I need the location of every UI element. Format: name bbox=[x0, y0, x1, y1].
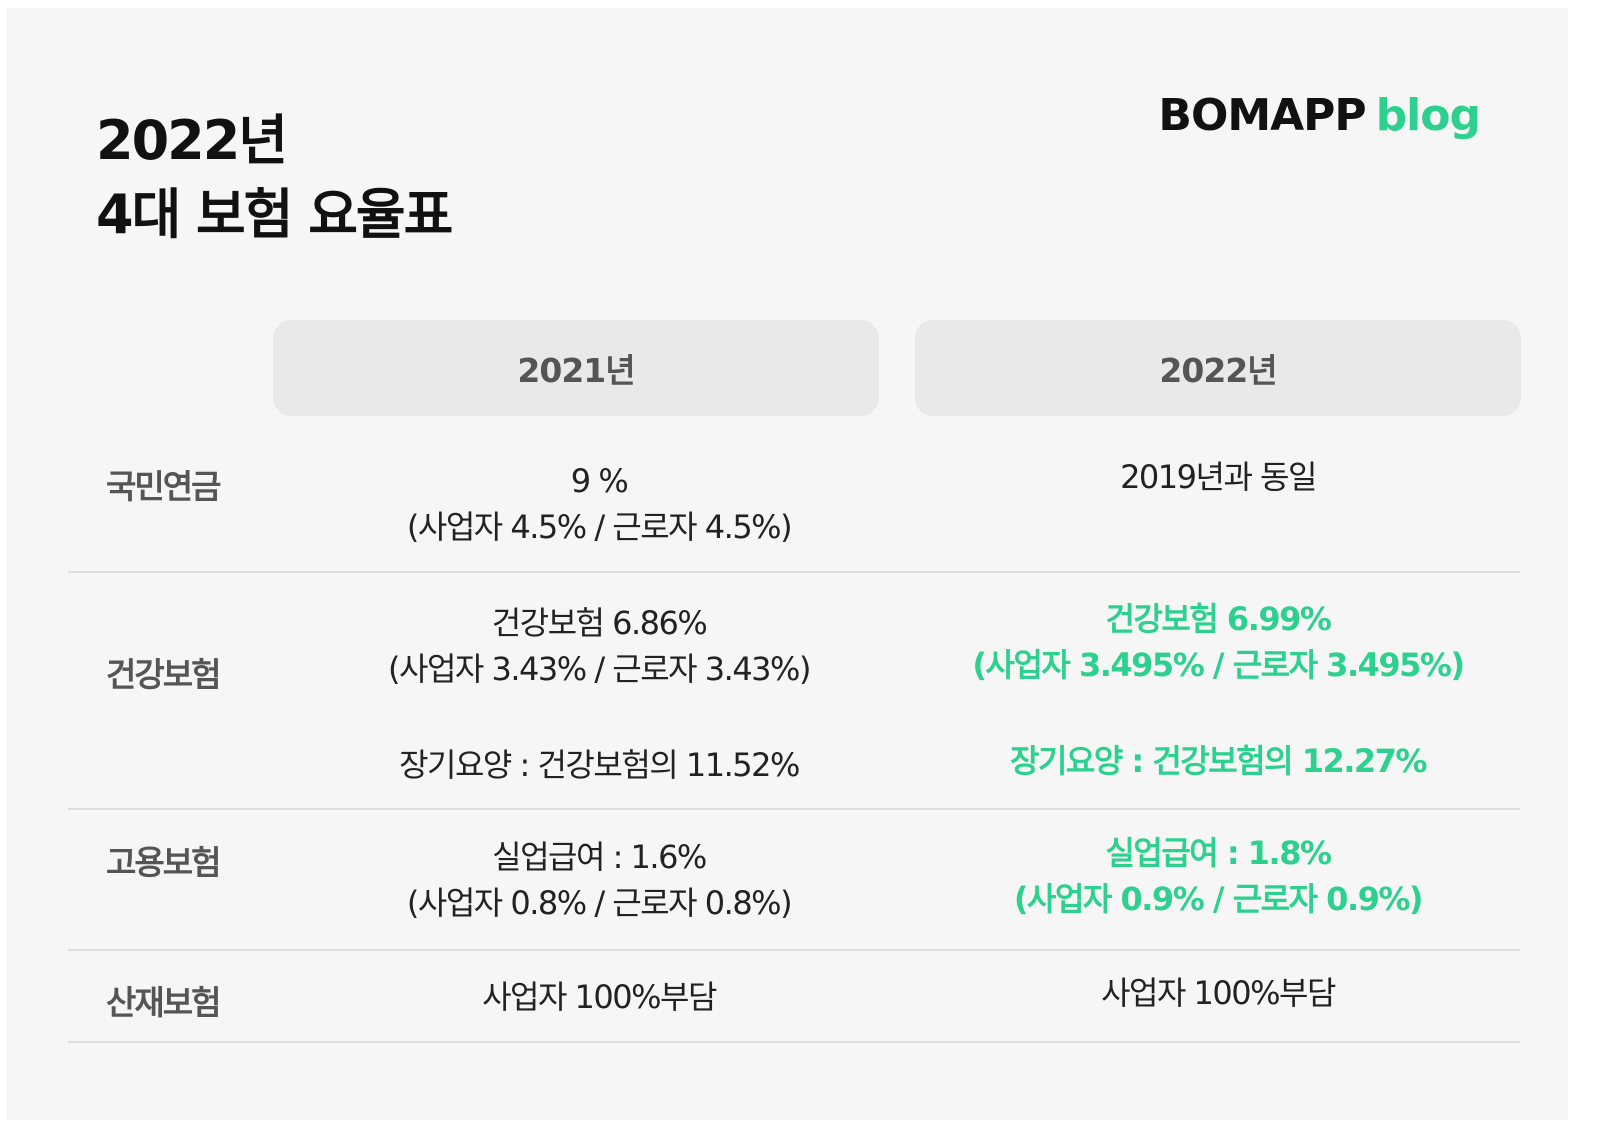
health-2022: 건강보험 6.99% (사업자 3.495% / 근로자 3.495%) bbox=[915, 596, 1521, 688]
pension-2021-rate: 9 % bbox=[570, 462, 629, 500]
pension-2021: 9 % (사업자 4.5% / 근로자 4.5%) bbox=[296, 458, 902, 550]
row-label-national-pension: 국민연금 bbox=[106, 467, 221, 506]
employment-2021-split: (사업자 0.8% / 근로자 0.8%) bbox=[406, 884, 793, 922]
rate-table-card: 2022년 4대 보험 요율표 BOMAPP blog 2021년 2022년 국… bbox=[6, 8, 1568, 1120]
health-2021: 건강보험 6.86% (사업자 3.43% / 근로자 3.43%) bbox=[296, 600, 902, 692]
employment-2022: 실업급여 : 1.8% (사업자 0.9% / 근로자 0.9%) bbox=[915, 830, 1521, 922]
pension-2022: 2019년과 동일 bbox=[915, 454, 1521, 500]
row-label-employment-insurance: 고용보험 bbox=[106, 843, 221, 882]
employment-2022-split: (사업자 0.9% / 근로자 0.9%) bbox=[1013, 880, 1424, 918]
row-label-health-insurance: 건강보험 bbox=[106, 655, 221, 694]
health-2021-rate: 건강보험 6.86% bbox=[491, 604, 708, 642]
industrial-2021: 사업자 100%부담 bbox=[296, 974, 902, 1020]
row-divider bbox=[68, 808, 1520, 810]
health-2021-split: (사업자 3.43% / 근로자 3.43%) bbox=[388, 650, 811, 688]
employment-2021: 실업급여 : 1.6% (사업자 0.8% / 근로자 0.8%) bbox=[296, 834, 902, 926]
title-line-subject: 4대 보험 요율표 bbox=[96, 183, 453, 246]
page-title: 2022년 4대 보험 요율표 bbox=[96, 104, 453, 252]
row-divider bbox=[68, 571, 1520, 573]
column-header-2022: 2022년 bbox=[915, 320, 1521, 416]
logo-suffix: blog bbox=[1375, 90, 1481, 141]
logo-brand: BOMAPP bbox=[1158, 90, 1366, 141]
health-2022-rate: 건강보험 6.99% bbox=[1105, 600, 1332, 638]
row-divider bbox=[68, 1041, 1520, 1043]
bomapp-blog-logo: BOMAPP blog bbox=[1158, 90, 1481, 141]
employment-2022-rate: 실업급여 : 1.8% bbox=[1105, 834, 1332, 872]
employment-2021-rate: 실업급여 : 1.6% bbox=[492, 838, 707, 876]
pension-2022-note: 2019년과 동일 bbox=[1120, 458, 1317, 496]
health-2022-split: (사업자 3.495% / 근로자 3.495%) bbox=[972, 646, 1465, 684]
industrial-2021-note: 사업자 100%부담 bbox=[482, 978, 717, 1016]
pension-2021-split: (사업자 4.5% / 근로자 4.5%) bbox=[406, 508, 793, 546]
title-line-year: 2022년 bbox=[96, 109, 288, 172]
column-header-2021: 2021년 bbox=[273, 320, 879, 416]
row-label-industrial-accident-insurance: 산재보험 bbox=[106, 983, 221, 1022]
industrial-2022-note: 사업자 100%부담 bbox=[1101, 974, 1336, 1012]
long-term-care-2022: 장기요양 : 건강보험의 12.27% bbox=[1010, 742, 1427, 780]
row-divider bbox=[68, 949, 1520, 951]
long-term-care-2021: 장기요양 : 건강보험의 11.52% bbox=[399, 746, 800, 784]
industrial-2022: 사업자 100%부담 bbox=[915, 970, 1521, 1016]
